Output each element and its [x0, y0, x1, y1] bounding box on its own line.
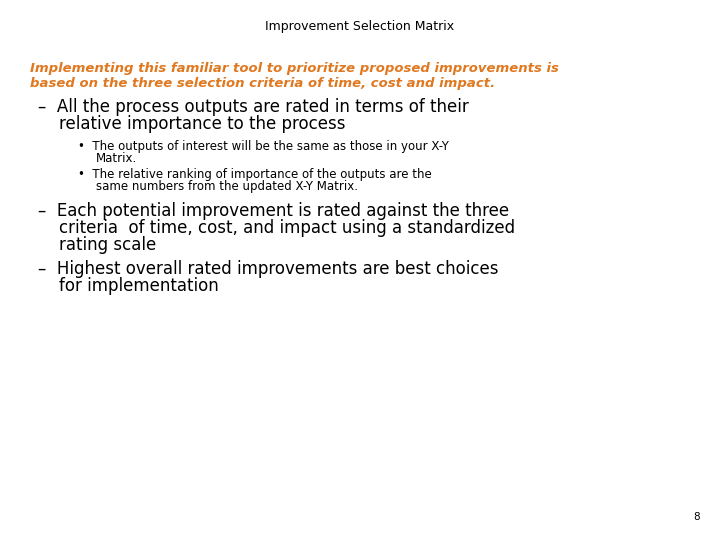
Text: relative importance to the process: relative importance to the process — [38, 115, 346, 133]
Text: –  Highest overall rated improvements are best choices: – Highest overall rated improvements are… — [38, 260, 498, 278]
Text: Improvement Selection Matrix: Improvement Selection Matrix — [266, 20, 454, 33]
Text: –  Each potential improvement is rated against the three: – Each potential improvement is rated ag… — [38, 202, 509, 220]
Text: Matrix.: Matrix. — [96, 152, 138, 165]
Text: •  The outputs of interest will be the same as those in your X-Y: • The outputs of interest will be the sa… — [78, 140, 449, 153]
Text: same numbers from the updated X-Y Matrix.: same numbers from the updated X-Y Matrix… — [96, 180, 358, 193]
Text: 8: 8 — [693, 512, 700, 522]
Text: criteria  of time, cost, and impact using a standardized: criteria of time, cost, and impact using… — [38, 219, 515, 237]
Text: rating scale: rating scale — [38, 236, 156, 254]
Text: based on the three selection criteria of time, cost and impact.: based on the three selection criteria of… — [30, 77, 495, 90]
Text: for implementation: for implementation — [38, 277, 219, 295]
Text: •  The relative ranking of importance of the outputs are the: • The relative ranking of importance of … — [78, 168, 432, 181]
Text: Implementing this familiar tool to prioritize proposed improvements is: Implementing this familiar tool to prior… — [30, 62, 559, 75]
Text: –  All the process outputs are rated in terms of their: – All the process outputs are rated in t… — [38, 98, 469, 116]
